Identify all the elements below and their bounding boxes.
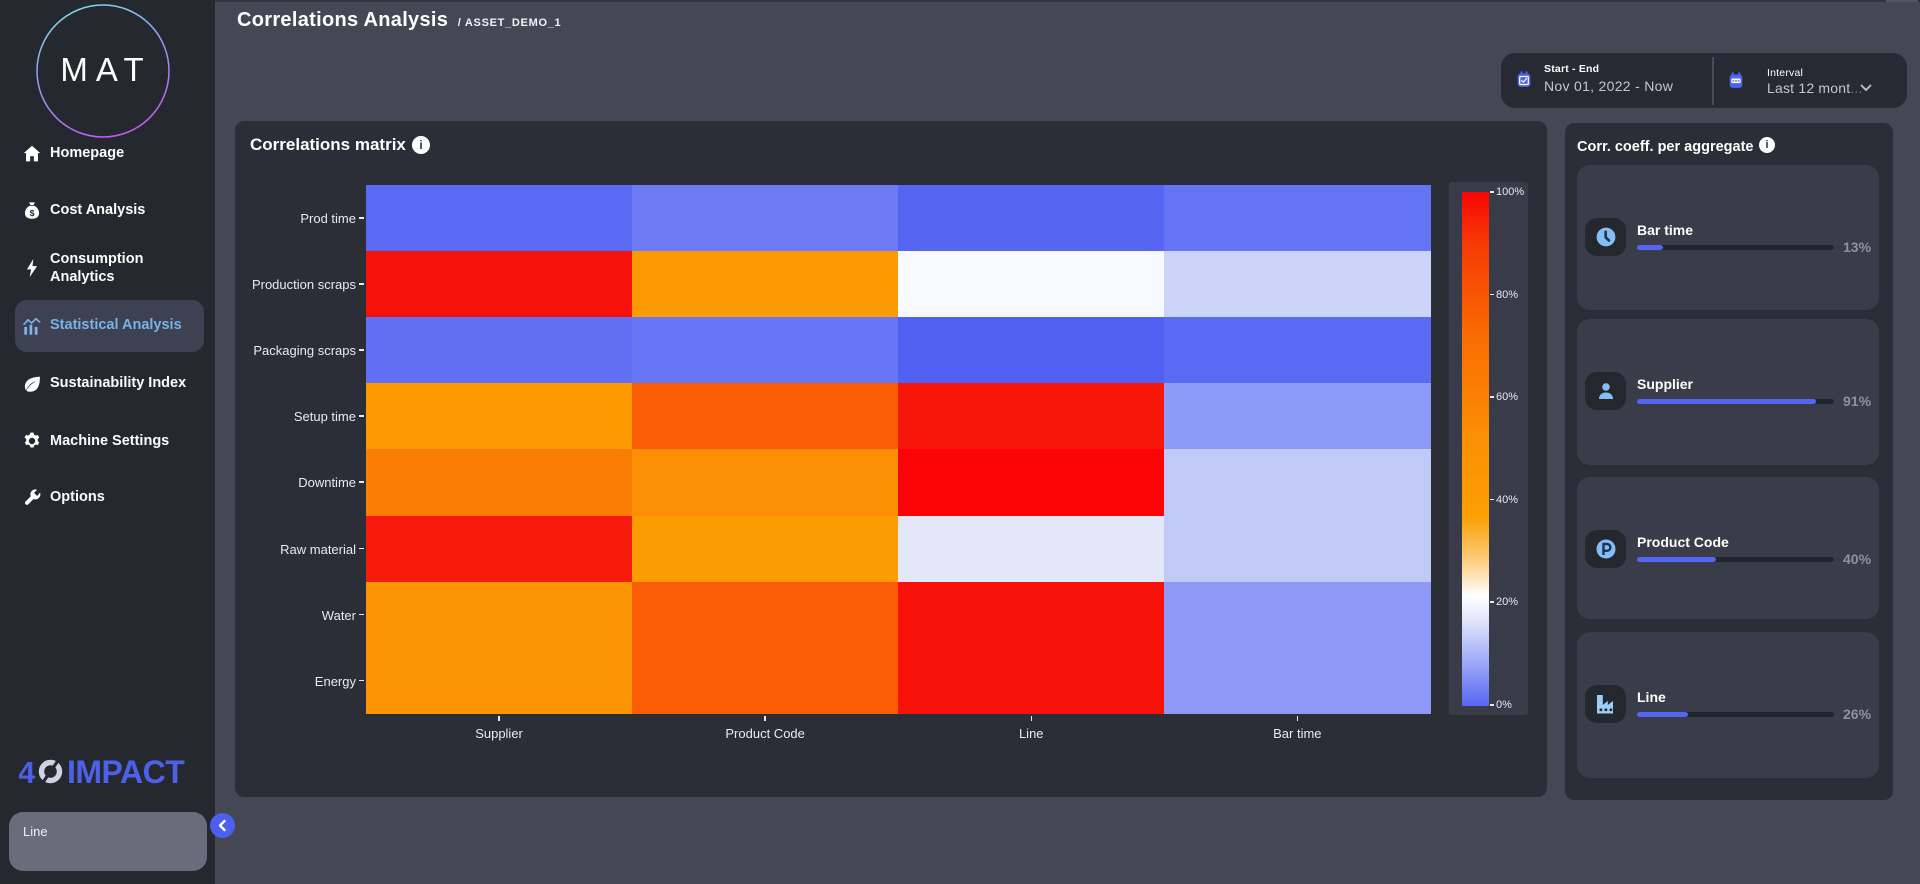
- svg-text:4: 4: [19, 755, 36, 790]
- svg-text:$: $: [30, 208, 35, 218]
- svg-text:MAT: MAT: [60, 51, 151, 88]
- svg-text:IMPACT: IMPACT: [67, 754, 185, 790]
